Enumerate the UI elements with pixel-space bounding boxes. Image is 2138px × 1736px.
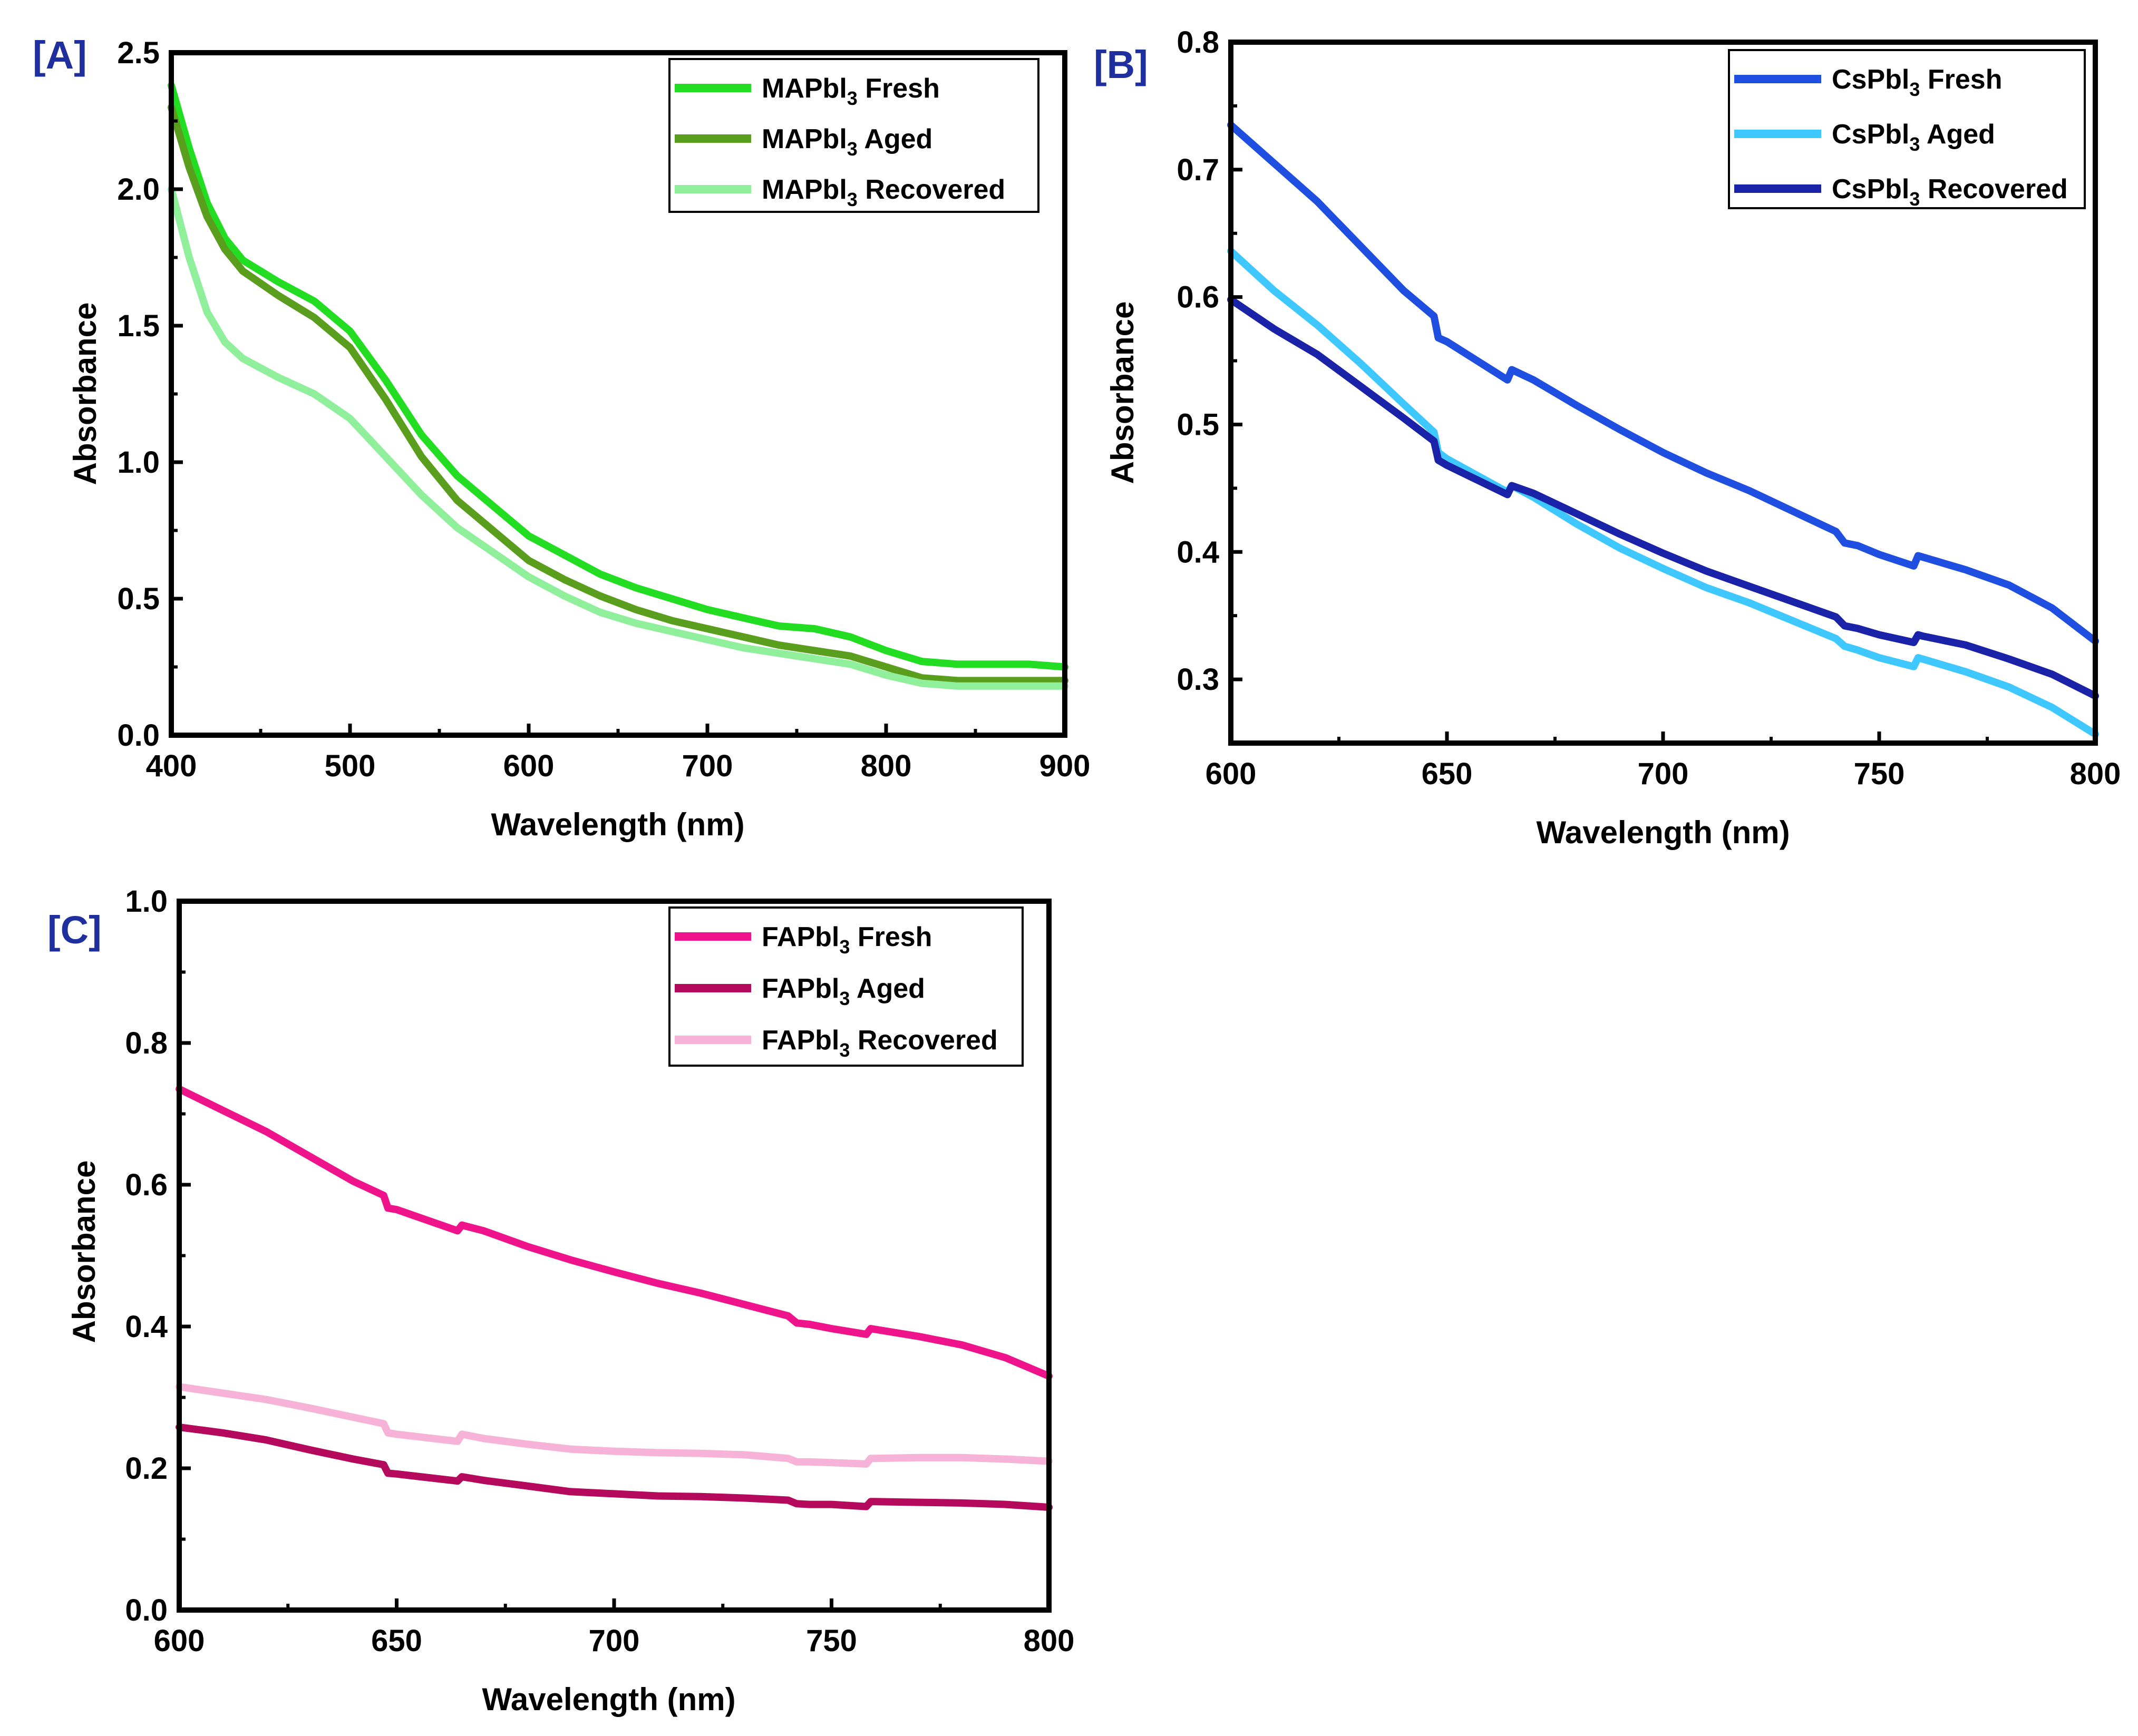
panel-b-y-axis-title: Absorbance: [1105, 301, 1140, 484]
panel-b-legend-label-3: CsPbl3 Recovered: [1832, 174, 2068, 210]
panel-a-legend: MAPbl3 Fresh MAPbl3 Aged MAPbl3 Recovered: [668, 58, 1039, 213]
panel-b-x-tick-label: 650: [1422, 757, 1473, 791]
panel-b-x-tick-label: 700: [1638, 757, 1689, 791]
panel-a-legend-label-1: MAPbl3 Fresh: [762, 73, 940, 109]
panel-a-x-tick-label: 900: [1039, 749, 1091, 783]
panel-a-x-tick-label: 500: [325, 749, 376, 783]
panel-b-series-2-line: [1227, 247, 2099, 738]
panel-c-y-tick-label: 1.0: [125, 884, 168, 919]
panel-a-x-axis-title: Wavelength (nm): [491, 807, 744, 842]
panel-b-y-tick-label: 0.5: [1177, 407, 1219, 442]
panel-c-ticks: 600 650 700 750 800 0.0 0.2 0.4 0.6 0.8 1.0: [125, 884, 1074, 1658]
panel-b-ticks: 600 650 700 750 800 0.3 0.4 0.5 0.6 0.7 0.8: [1177, 25, 2121, 791]
panel-a-y-tick-label: 2.5: [117, 36, 160, 70]
panel-a-x-tick-label: 400: [146, 749, 197, 783]
panel-label-c: [C]: [47, 908, 102, 952]
panel-c-x-tick-label: 700: [589, 1624, 640, 1658]
panel-a-y-tick-label: 0.5: [117, 582, 160, 616]
panel-c-x-tick-label: 600: [154, 1624, 205, 1658]
panel-c-y-axis-title: Absorbance: [66, 1160, 102, 1343]
panel-c-y-tick-label: 0.0: [125, 1593, 168, 1627]
panel-c-y-tick-label: 0.2: [125, 1451, 168, 1486]
panel-c-x-axis-title: Wavelength (nm): [482, 1682, 735, 1717]
panel-b-lines: [1227, 121, 2099, 738]
panel-c-series-1-line: [176, 1085, 1053, 1380]
panel-a-y-tick-label: 1.0: [117, 445, 160, 480]
panel-a-y-tick-label: 0.0: [117, 718, 160, 753]
panel-c: [C] 600 650 700 750 800 0.0 0.2 0.4 0.6 0.8 1.0 Wa…: [47, 884, 1074, 1717]
panel-b-series-1-line: [1227, 121, 2099, 645]
panel-c-x-tick-label: 650: [371, 1624, 422, 1658]
panel-a-legend-label-2: MAPbl3 Aged: [762, 124, 932, 160]
panel-b-x-tick-label: 600: [1206, 757, 1257, 791]
panel-b-x-tick-label: 800: [2070, 757, 2121, 791]
panel-c-x-tick-label: 750: [806, 1624, 857, 1658]
panel-a-lines: [168, 82, 1068, 690]
panel-b-legend-label-1: CsPbl3 Fresh: [1832, 64, 2002, 100]
panel-a-ticks: 400 500 600 700 800 900 0.0 0.5 1.0 1.5 2.0 2.5: [117, 36, 1090, 783]
panel-c-legend: FAPbl3 Fresh FAPbl3 Aged FAPbl3 Recovered: [668, 906, 1024, 1067]
panel-b-x-tick-label: 750: [1854, 757, 1905, 791]
panel-a-series-3-line: [168, 186, 1068, 690]
panel-a-legend-label-3: MAPbl3 Recovered: [762, 174, 1005, 210]
panel-c-lines: [176, 1085, 1053, 1511]
panel-c-y-tick-label: 0.6: [125, 1168, 168, 1202]
panel-c-series-2-line: [176, 1423, 1053, 1511]
panel-b-y-tick-label: 0.3: [1177, 662, 1219, 697]
panel-b-y-tick-label: 0.6: [1177, 280, 1219, 315]
panel-b-series-3-line: [1227, 296, 2099, 700]
panel-c-y-tick-label: 0.8: [125, 1026, 168, 1060]
panel-a-series-1-line: [168, 82, 1068, 671]
panel-b: [B] 600 650 700 750 800 0.3 0.4 0.5 0.6 0.7 0.8 Wa…: [1094, 25, 2121, 850]
panel-b-legend: CsPbl3 Fresh CsPbl3 Aged CsPbl3 Recovered: [1728, 49, 2086, 210]
panel-a-y-tick-label: 1.5: [117, 309, 160, 343]
panel-label-a: [A]: [33, 33, 87, 77]
panel-label-b: [B]: [1094, 43, 1148, 86]
panel-a-x-tick-label: 600: [503, 749, 555, 783]
panel-c-legend-label-2: FAPbl3 Aged: [762, 973, 925, 1009]
panel-c-legend-label-1: FAPbl3 Fresh: [762, 922, 932, 958]
panel-c-y-tick-label: 0.4: [125, 1310, 168, 1344]
panel-b-x-axis-title: Wavelength (nm): [1536, 815, 1790, 850]
panel-b-y-tick-label: 0.7: [1177, 153, 1219, 187]
panel-a-series-2-line: [168, 103, 1068, 685]
panel-a-x-tick-label: 700: [682, 749, 733, 783]
panel-c-x-tick-label: 800: [1024, 1624, 1075, 1658]
panel-a-y-axis-title: Absorbance: [67, 303, 103, 485]
panel-c-legend-label-3: FAPbl3 Recovered: [762, 1025, 998, 1061]
panel-b-legend-label-2: CsPbl3 Aged: [1832, 119, 1995, 155]
panel-a: [A] 400 500 600 700 800 900 0.0 0.5 1.0 1.5 2.0 2.5…: [33, 33, 1090, 842]
panel-a-y-tick-label: 2.0: [117, 172, 160, 207]
panel-c-series-3-line: [176, 1383, 1053, 1468]
panel-b-y-tick-label: 0.8: [1177, 25, 1219, 60]
panel-a-x-tick-label: 800: [861, 749, 912, 783]
panel-b-y-tick-label: 0.4: [1177, 535, 1219, 569]
